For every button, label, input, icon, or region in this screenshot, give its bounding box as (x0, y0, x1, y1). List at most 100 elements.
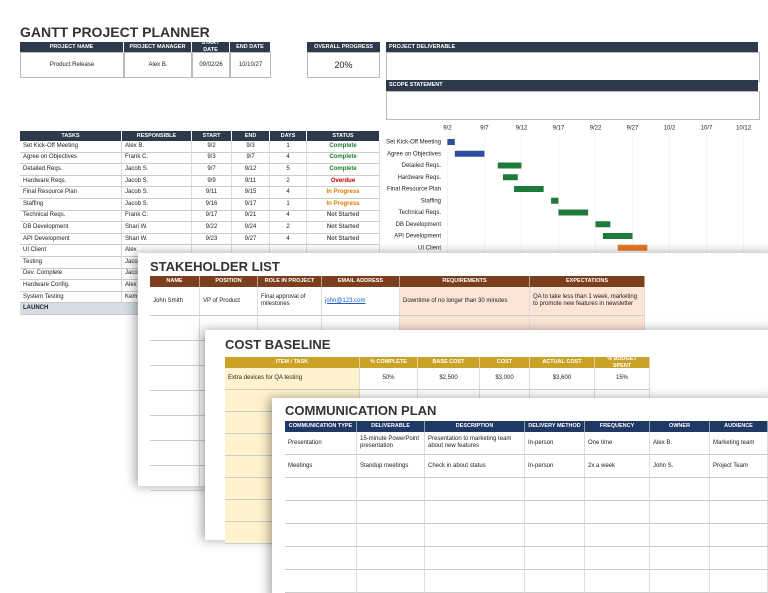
cell: Detailed Reqs. (20, 164, 122, 176)
header-cell: NAME (150, 276, 200, 287)
cell: Alex B. (124, 52, 192, 78)
cell: 9/2 (192, 141, 232, 153)
cell: 9/16 (192, 199, 232, 211)
cell: Jacob S. (122, 199, 192, 211)
cell: 9/11 (192, 187, 232, 199)
cell: Check in about status (425, 455, 525, 478)
cell: 9/17 (192, 210, 232, 223)
empty-cell (150, 441, 200, 466)
empty-cell (525, 501, 585, 524)
empty-cell (525, 478, 585, 501)
cell: Alex B. (122, 141, 192, 153)
cell: Jacob S. (122, 164, 192, 176)
cell: 4 (270, 233, 307, 246)
cell: 9/23 (192, 233, 232, 246)
header-cell: END (232, 131, 270, 141)
status-cell: Not Started (307, 222, 380, 234)
cell: Final approval of milestones (258, 287, 322, 316)
status-cell: Complete (307, 164, 380, 176)
header-cell: PROJECT MANAGER (124, 42, 192, 52)
cell: Frank C. (122, 210, 192, 223)
cell: Meetings (285, 455, 357, 478)
cell: 9/3 (232, 141, 270, 153)
empty-cell (710, 478, 768, 501)
cell: Shari W. (122, 233, 192, 246)
cell: Technical Reqs. (20, 210, 122, 223)
gantt-bar (617, 244, 648, 251)
empty-cell (585, 478, 650, 501)
empty-cell (650, 524, 710, 547)
cell: One time (585, 432, 650, 455)
task-label: UI Client (418, 245, 441, 251)
empty-cell (525, 570, 585, 593)
empty-cell (650, 501, 710, 524)
cell: 9/7 (192, 164, 232, 176)
cell: VP of Product (200, 287, 258, 316)
cell: 2x a week (585, 455, 650, 478)
task-label: Final Resource Plan (387, 187, 441, 193)
task-label: Hardware Reqs. (398, 175, 442, 181)
status-cell: In Progress (307, 187, 380, 199)
empty-cell (425, 478, 525, 501)
cell: Project Team (710, 455, 768, 478)
task-label: API Development (394, 234, 441, 240)
header-cell: END DATE (230, 42, 271, 52)
cell: Product Release (20, 52, 124, 78)
empty-cell (285, 524, 357, 547)
cell: 9/3 (192, 152, 232, 165)
cell: $3,600 (530, 368, 595, 390)
sheet-title: GANTT PROJECT PLANNER (20, 24, 210, 40)
header-cell: TASKS (20, 131, 122, 141)
cell: 5 (270, 164, 307, 176)
empty-cell (285, 570, 357, 593)
empty-cell (357, 524, 425, 547)
empty-cell (425, 501, 525, 524)
x-tick-label: 10/7 (701, 126, 713, 132)
empty-cell (285, 478, 357, 501)
cell: $2,500 (418, 368, 480, 390)
header-cell: COMMUNICATION TYPE (285, 421, 357, 432)
cell: 1 (270, 141, 307, 153)
header-cell: ACTUAL COST (530, 357, 595, 368)
empty-cell (150, 341, 200, 366)
empty-cell (585, 501, 650, 524)
gantt-bar (551, 197, 559, 204)
header-cell: OWNER (650, 421, 710, 432)
header-cell: OVERALL PROGRESS (307, 42, 380, 52)
empty-cell (357, 570, 425, 593)
scope-box (386, 91, 760, 120)
cell: Downtime of no longer than 30 minutes (400, 287, 530, 316)
header-cell: AUDIENCE (710, 421, 768, 432)
header-cell: PROJECT DELIVERABLE (386, 42, 758, 52)
task-label: Technical Reqs. (399, 210, 442, 216)
gantt-bar (602, 233, 633, 239)
empty-cell (710, 501, 768, 524)
header-cell: POSITION (200, 276, 258, 287)
cell: 2 (270, 175, 307, 188)
cell: Marketing team (710, 432, 768, 455)
header-cell: FREQUENCY (585, 421, 650, 432)
empty-cell (425, 547, 525, 570)
gantt-bar (497, 162, 522, 169)
gantt-bar (454, 150, 485, 157)
cell: Standup meetings (357, 455, 425, 478)
header-cell: STATUS (307, 131, 380, 141)
cell: Dev. Complete (20, 268, 122, 281)
task-label: Detailed Reqs. (402, 163, 442, 169)
cell: 9/9 (192, 175, 232, 188)
empty-cell (150, 316, 200, 341)
cell: 9/15 (232, 187, 270, 199)
header-cell: DAYS (270, 131, 307, 141)
cell: System Testing (20, 291, 122, 304)
empty-cell (650, 547, 710, 570)
empty-cell (650, 478, 710, 501)
cell: Hardware Config. (20, 280, 122, 292)
cell: Testing (20, 257, 122, 269)
cell: In-person (525, 455, 585, 478)
cell: John Smith (150, 287, 200, 316)
gantt-bar (502, 174, 518, 181)
header-cell: EXPECTATIONS (530, 276, 645, 287)
status-cell: In Progress (307, 199, 380, 211)
